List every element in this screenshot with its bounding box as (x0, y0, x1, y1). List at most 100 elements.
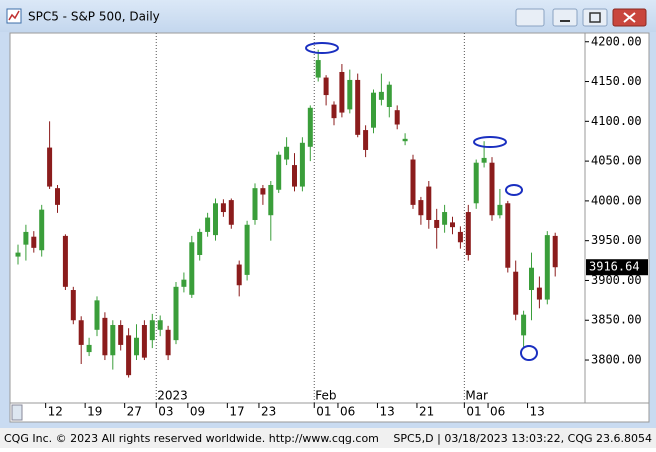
footer-left: CQG Inc. © 2023 All rights reserved worl… (4, 432, 379, 445)
y-tick-label: 4150.00 (591, 74, 642, 88)
candle-body (165, 329, 171, 356)
plot-area (9, 32, 586, 404)
candle-body (197, 231, 203, 255)
y-tick-label: 3900.00 (591, 273, 642, 287)
highlight-ellipse (520, 345, 538, 361)
candle-body (299, 142, 305, 187)
candle-body (378, 91, 384, 100)
candle-body (268, 184, 274, 216)
x-tick-label: 13 (530, 405, 545, 419)
candle-body (228, 200, 234, 225)
candle-body (110, 325, 116, 356)
window-title: SPC5 - S&P 500, Daily (28, 10, 160, 24)
highlight-ellipse (473, 136, 507, 148)
x-tick-label: 27 (127, 405, 142, 419)
candle-body (86, 344, 92, 353)
month-label: 2023 (157, 389, 188, 403)
scroll-box[interactable] (11, 404, 23, 421)
candle-body (157, 320, 163, 330)
candle-body (260, 188, 266, 195)
candle-body (276, 154, 282, 190)
date-axis (9, 402, 650, 423)
x-tick-label: 01 (466, 405, 481, 419)
candle-body (126, 335, 132, 376)
candle-body (386, 84, 392, 107)
candle-body (418, 200, 424, 216)
title-bar (0, 0, 656, 32)
candle-body (363, 130, 369, 150)
candle-body (94, 300, 100, 330)
candle-body (23, 231, 29, 245)
x-tick-label: 06 (490, 405, 505, 419)
candle-body (284, 146, 290, 160)
candle-body (544, 235, 550, 300)
candle-body (323, 77, 329, 96)
candle-body (331, 104, 337, 119)
candle-body (521, 314, 527, 336)
candle-body (402, 138, 408, 142)
candle-body (118, 325, 124, 345)
price-axis (584, 32, 650, 404)
last-price-box (586, 259, 648, 276)
candle-body (62, 235, 68, 287)
candle-body (173, 286, 179, 341)
x-tick-label: 13 (379, 405, 394, 419)
maximize-button[interactable] (582, 8, 608, 27)
link-button[interactable] (515, 8, 545, 27)
candle-body (426, 186, 432, 220)
candle-body (252, 188, 258, 220)
candle-body (244, 224, 250, 275)
candle-body (442, 212, 448, 225)
x-tick-label: 17 (229, 405, 244, 419)
y-tick-label: 4100.00 (591, 114, 642, 128)
candle-body (529, 267, 534, 291)
x-tick-label: 19 (87, 405, 102, 419)
candle-body (473, 162, 479, 204)
candle-body (55, 188, 60, 205)
x-tick-label: 21 (419, 405, 434, 419)
candle-body (78, 320, 84, 345)
candle-body (457, 231, 463, 243)
candle-body (292, 165, 297, 187)
candle-body (31, 236, 37, 248)
chart: 3800.00 3850.00 3900.00 3950.00 4000.00 4050.… (15, 33, 648, 419)
candle-body (513, 271, 519, 315)
highlight-ellipse (305, 42, 339, 54)
candle-body (465, 212, 471, 255)
candle-body (181, 279, 187, 287)
candle-body (220, 203, 226, 213)
y-tick-label: 4000.00 (591, 193, 642, 207)
candle-body (552, 235, 558, 268)
candle-body (307, 107, 313, 147)
minimize-button[interactable] (552, 8, 578, 27)
x-tick-label: 23 (261, 405, 276, 419)
status-bar (0, 428, 656, 448)
candle-body (189, 242, 195, 295)
x-tick-label: 09 (190, 405, 205, 419)
candle-body (497, 204, 503, 216)
maximize-icon (589, 12, 601, 23)
app-icon-line (8, 10, 20, 21)
x-tick-label: 06 (340, 405, 355, 419)
candle-body (15, 252, 21, 257)
candle-body (489, 162, 495, 216)
y-tick-label: 3850.00 (591, 313, 642, 327)
month-label: Mar (465, 389, 488, 403)
x-tick-label: 03 (158, 405, 173, 419)
y-tick-label: 4200.00 (591, 34, 642, 48)
x-tick-label: 01 (316, 405, 331, 419)
y-tick-label: 3950.00 (591, 233, 642, 247)
month-label: Feb (315, 389, 336, 403)
candle-body (481, 157, 487, 163)
y-tick-label: 3800.00 (591, 353, 642, 367)
candle-body (213, 203, 218, 236)
candle-body (134, 337, 139, 356)
x-tick-label: 12 (48, 405, 63, 419)
candle-body (47, 147, 53, 187)
highlight-ellipse (505, 184, 523, 196)
footer-right: SPC5,D | 03/18/2023 13:03:22, CQG 23.6.8… (393, 432, 652, 445)
y-tick-label: 4050.00 (591, 154, 642, 168)
candle-body (505, 203, 511, 268)
candle-body (141, 325, 147, 358)
